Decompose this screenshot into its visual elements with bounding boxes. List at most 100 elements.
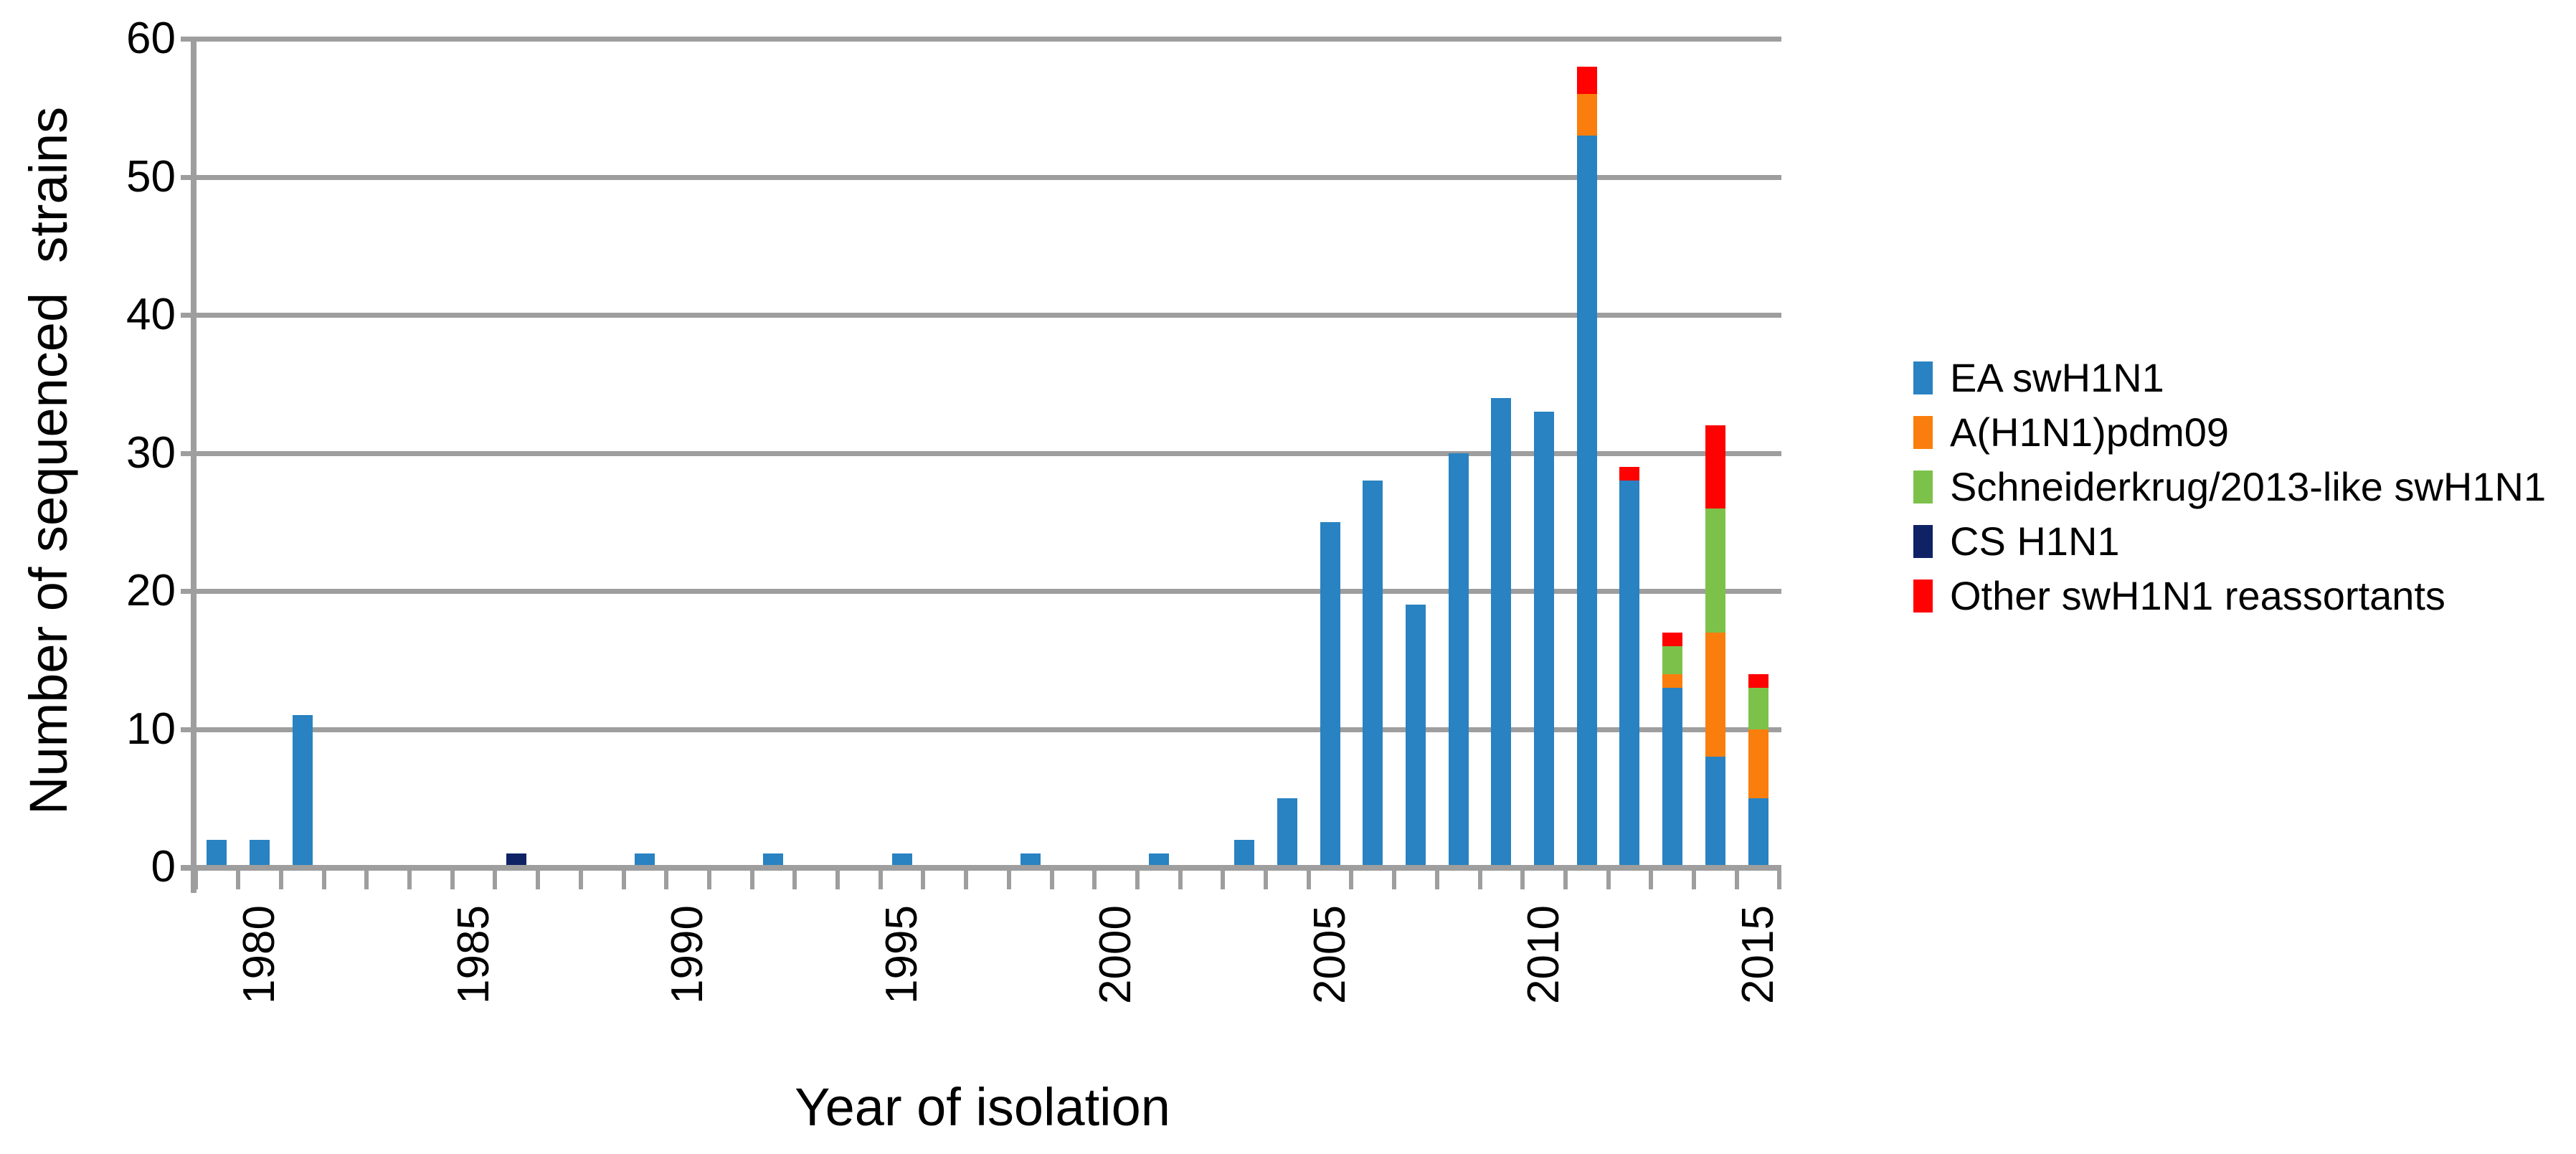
x-tick <box>407 869 412 889</box>
x-tick <box>1264 869 1268 889</box>
legend-swatch <box>1913 361 1933 394</box>
x-tick <box>1606 869 1611 889</box>
legend-swatch <box>1913 416 1933 449</box>
bar-segment-2014-ea-swh1n1 <box>1705 757 1725 867</box>
x-tick <box>493 869 498 889</box>
bar-segment-1980-ea-swh1n1 <box>250 839 270 867</box>
x-tick <box>621 869 626 889</box>
legend-item-3: Schneiderkrug/2013-like swH1N1 <box>1913 460 2546 514</box>
x-tick-label: 1990 <box>663 905 713 1004</box>
x-tick <box>1306 869 1311 889</box>
bar-segment-2012-ea-swh1n1 <box>1619 481 1640 867</box>
x-tick <box>364 869 369 889</box>
legend-label: CS H1N1 <box>1950 519 2120 564</box>
legend: EA swH1N1 A(H1N1)pdm09 Schneiderkrug/2013-… <box>1913 351 2546 623</box>
bar-segment-2003-ea-swh1n1 <box>1234 839 1255 867</box>
bar-segment-1979-ea-swh1n1 <box>207 839 227 867</box>
legend-item-2: A(H1N1)pdm09 <box>1913 405 2546 460</box>
x-tick <box>450 869 455 889</box>
y-tick-label: 0 <box>151 842 176 891</box>
bar-segment-2006-ea-swh1n1 <box>1363 481 1383 867</box>
bar-segment-1998-ea-swh1n1 <box>1020 853 1041 867</box>
legend-swatch <box>1913 525 1933 558</box>
y-tick-label: 50 <box>126 151 176 202</box>
x-tick <box>1563 869 1568 889</box>
x-tick <box>664 869 669 889</box>
bar-segment-2009-ea-swh1n1 <box>1491 397 1512 867</box>
bar-segment-2013-schneiderkrug-2013-like-swh1n1 <box>1662 646 1683 674</box>
bar-segment-2010-ea-swh1n1 <box>1534 411 1555 867</box>
x-tick <box>1006 869 1011 889</box>
bar-segment-2014-schneiderkrug-2013-like-swh1n1 <box>1705 508 1725 633</box>
bar-segment-2015-other-swh1n1-reassortants <box>1748 673 1768 688</box>
bar-segment-2013-a-h1n1-pdm09 <box>1662 673 1683 688</box>
x-tick <box>1777 869 1782 889</box>
x-tick <box>921 869 926 889</box>
bar-segment-2011-other-swh1n1-reassortants <box>1576 66 1597 94</box>
bar-segment-1981-ea-swh1n1 <box>292 715 313 867</box>
x-axis-title: Year of isolation <box>795 1077 1170 1137</box>
x-tick <box>1392 869 1397 889</box>
x-tick <box>321 869 326 889</box>
bar-segment-1995-ea-swh1n1 <box>891 853 912 867</box>
x-tick-label: 2010 <box>1519 905 1569 1004</box>
x-tick <box>1692 869 1696 889</box>
x-tick <box>1349 869 1354 889</box>
legend-label: A(H1N1)pdm09 <box>1950 410 2230 455</box>
bar-segment-1986-cs-h1n1 <box>506 853 527 867</box>
x-tick <box>1734 869 1739 889</box>
x-tick <box>1477 869 1482 889</box>
x-tick-label: 1980 <box>235 905 285 1004</box>
gridline-y-20 <box>181 589 1781 594</box>
gridline-y-40 <box>181 313 1781 318</box>
legend-label: Schneiderkrug/2013-like swH1N1 <box>1950 464 2547 509</box>
x-tick <box>792 869 797 889</box>
y-tick-label: 20 <box>126 566 176 615</box>
bar-segment-2004-ea-swh1n1 <box>1277 798 1297 867</box>
x-tick-label: 2000 <box>1091 905 1141 1004</box>
x-tick <box>1178 869 1183 889</box>
bar-segment-2015-a-h1n1-pdm09 <box>1748 729 1768 798</box>
y-tick-label: 10 <box>126 704 176 754</box>
bar-segment-2011-a-h1n1-pdm09 <box>1576 94 1597 136</box>
x-tick <box>278 869 283 889</box>
bar-segment-2013-ea-swh1n1 <box>1662 687 1683 867</box>
bar-segment-2005-ea-swh1n1 <box>1320 521 1340 867</box>
gridline-y-60 <box>181 37 1781 42</box>
bar-segment-2015-ea-swh1n1 <box>1748 798 1768 867</box>
legend-swatch <box>1913 580 1933 613</box>
x-tick <box>1434 869 1439 889</box>
gridline-y-10 <box>181 727 1781 732</box>
x-tick <box>749 869 754 889</box>
legend-swatch <box>1913 470 1933 503</box>
bar-segment-2001-ea-swh1n1 <box>1148 853 1169 867</box>
x-axis-line <box>181 865 1781 871</box>
x-tick <box>193 869 198 889</box>
legend-label: EA swH1N1 <box>1950 355 2164 400</box>
x-tick <box>1520 869 1525 889</box>
x-tick <box>1049 869 1054 889</box>
bar-segment-2011-ea-swh1n1 <box>1576 135 1597 867</box>
x-tick-label: 1995 <box>876 905 927 1004</box>
legend-item-5: Other swH1N1 reassortants <box>1913 569 2546 623</box>
gridline-y-30 <box>181 450 1781 456</box>
bar-segment-2012-other-swh1n1-reassortants <box>1619 466 1640 481</box>
bar-segment-1989-ea-swh1n1 <box>635 853 655 867</box>
x-tick <box>1135 869 1140 889</box>
bar-segment-2008-ea-swh1n1 <box>1448 453 1469 867</box>
x-tick <box>878 869 883 889</box>
y-tick-label: 60 <box>126 14 176 63</box>
x-tick <box>578 869 583 889</box>
legend-label: Other swH1N1 reassortants <box>1950 573 2445 618</box>
x-tick <box>964 869 969 889</box>
x-tick <box>236 869 241 889</box>
x-tick <box>835 869 840 889</box>
legend-item-4: CS H1N1 <box>1913 514 2546 569</box>
x-tick <box>1649 869 1654 889</box>
x-tick <box>706 869 711 889</box>
y-tick-label: 40 <box>126 290 176 339</box>
x-tick <box>536 869 541 889</box>
x-tick-label: 1985 <box>448 905 498 1004</box>
x-tick-label: 2005 <box>1304 905 1355 1004</box>
